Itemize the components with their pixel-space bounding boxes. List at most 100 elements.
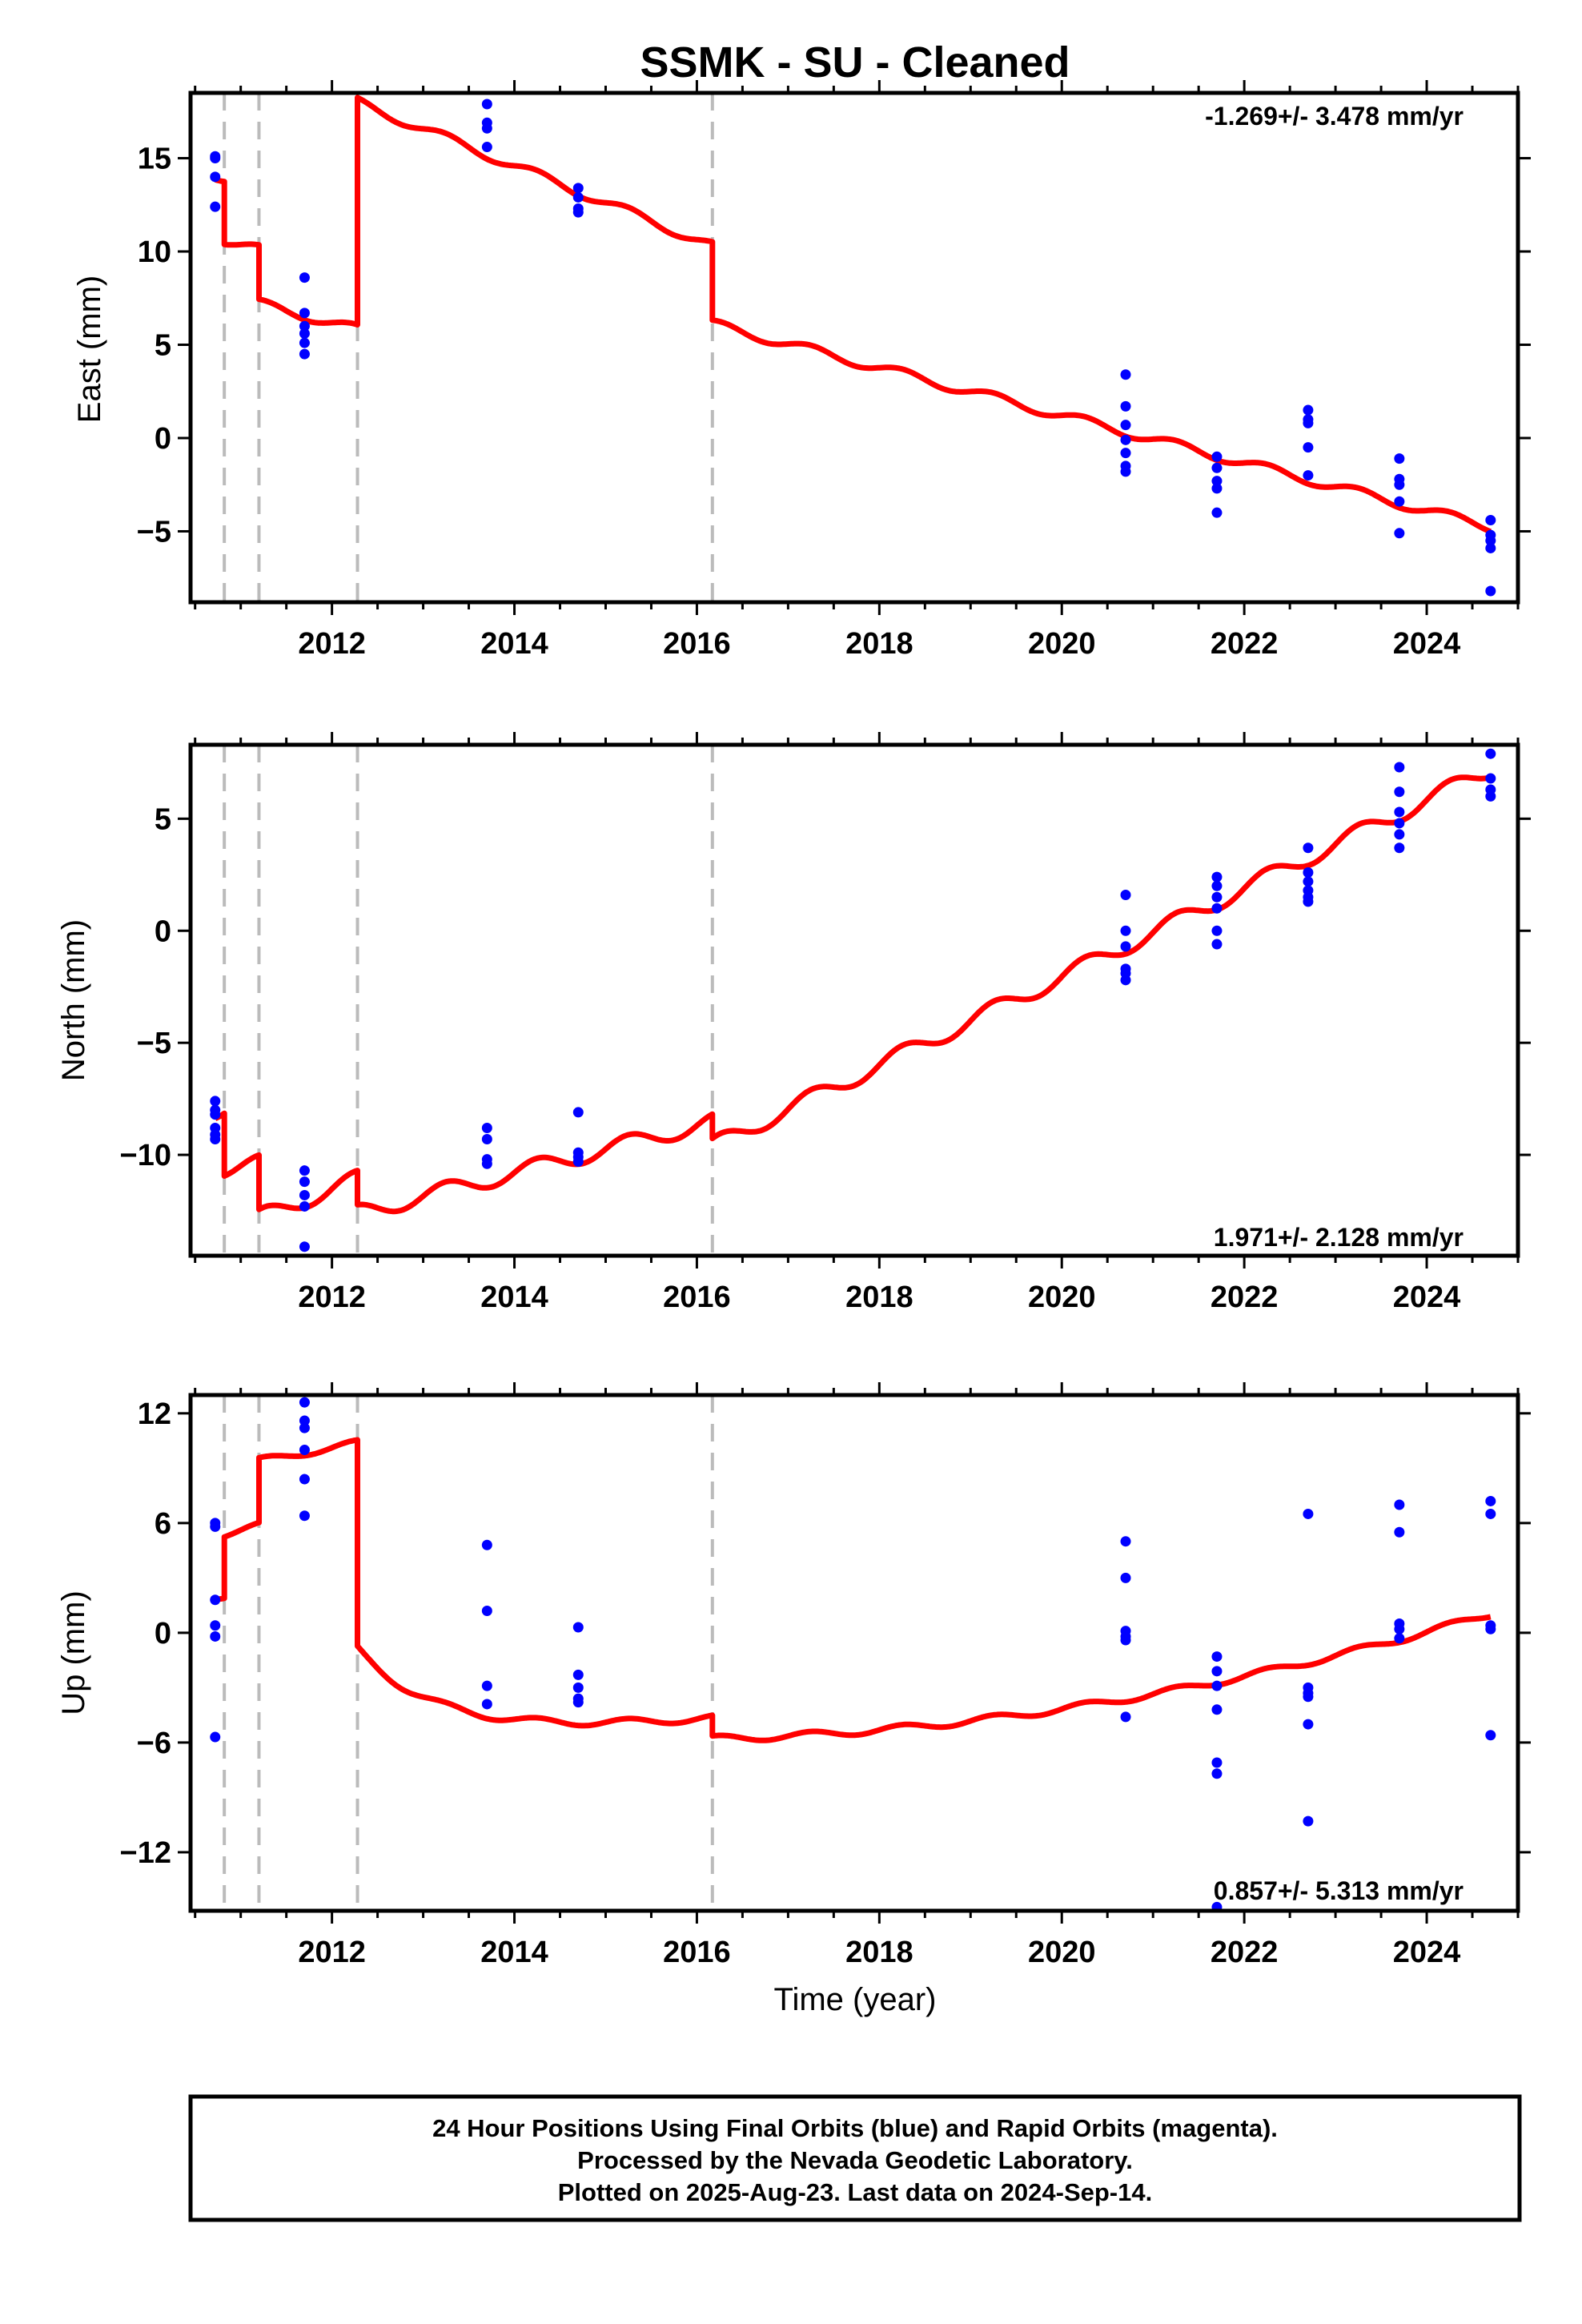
east-x-tick-label: 2018 <box>845 627 913 661</box>
north-data-point <box>1394 818 1405 829</box>
up-data-point <box>1120 1536 1131 1547</box>
up-y-tick-label: −6 <box>137 1727 171 1760</box>
up-data-point <box>1485 1508 1496 1519</box>
north-x-tick-label: 2020 <box>1028 1281 1096 1314</box>
up-data-point <box>210 1630 221 1642</box>
up-data-point <box>572 1697 584 1708</box>
up-x-tick-label: 2014 <box>480 1936 548 1969</box>
up-data-point <box>481 1605 492 1616</box>
north-data-point <box>1211 939 1223 950</box>
east-y-tick-label: 0 <box>155 422 171 456</box>
up-x-tick-label: 2024 <box>1393 1936 1461 1969</box>
chart-title: SSMK - SU - Cleaned <box>640 38 1070 86</box>
north-data-point <box>481 1158 492 1169</box>
north-data-point <box>1211 880 1223 891</box>
up-y-tick-label: −12 <box>120 1836 171 1870</box>
north-x-tick-label: 2012 <box>298 1281 366 1314</box>
up-x-tick-label: 2018 <box>845 1936 913 1969</box>
east-rate-label: -1.269+/- 3.478 mm/yr <box>1205 102 1464 131</box>
north-data-point <box>299 1165 310 1176</box>
up-data-point <box>210 1521 221 1532</box>
up-data-point <box>1485 1623 1496 1634</box>
north-data-point <box>1303 867 1314 878</box>
up-data-point <box>572 1622 584 1633</box>
east-data-point <box>299 320 310 332</box>
north-panel: North (mm) 1.971+/- 2.128 mm/yr 2012 2014… <box>56 732 1531 1314</box>
north-data-point <box>299 1200 310 1212</box>
up-panel: Up (mm) 0.857+/- 5.313 mm/yr 2012 2014 201… <box>56 1382 1531 1969</box>
north-data-point <box>1120 941 1131 952</box>
east-data-point <box>210 171 221 183</box>
east-data-point <box>299 272 310 283</box>
north-data-point <box>1394 806 1405 818</box>
north-data-point <box>1120 925 1131 936</box>
up-data-point <box>481 1680 492 1691</box>
east-y-tick-label: 15 <box>138 143 171 176</box>
north-data-point <box>1394 829 1405 840</box>
east-data-point <box>1211 476 1223 487</box>
up-data-point <box>210 1731 221 1743</box>
north-data-point <box>481 1123 492 1133</box>
east-x-tick-label: 2014 <box>480 627 548 661</box>
east-data-point <box>1120 434 1131 445</box>
east-data-point <box>572 191 584 203</box>
up-data-point <box>299 1397 310 1408</box>
east-data-point <box>1120 448 1131 459</box>
up-data-point <box>481 1699 492 1710</box>
east-data-point <box>481 123 492 134</box>
up-model-line <box>213 1437 1492 1743</box>
east-data-point <box>1485 514 1496 525</box>
up-data-point <box>299 1422 310 1433</box>
north-x-tick-label: 2016 <box>663 1281 731 1314</box>
east-data-point <box>1120 420 1131 431</box>
up-data-point <box>299 1445 310 1456</box>
north-data-point <box>1211 925 1223 936</box>
east-y-tick-label: 10 <box>138 235 171 269</box>
east-data-point <box>1120 369 1131 380</box>
footer-line-1: 24 Hour Positions Using Final Orbits (bl… <box>432 2114 1278 2142</box>
up-x-tick-label: 2020 <box>1028 1936 1096 1969</box>
east-data-point <box>299 348 310 360</box>
up-data-point <box>481 1539 492 1550</box>
east-data-point <box>1394 453 1405 464</box>
east-data-point <box>481 99 492 110</box>
up-data-point <box>1303 1508 1314 1519</box>
up-y-tick-label: 0 <box>155 1617 171 1651</box>
footer-frame <box>188 2094 1522 2222</box>
north-data-point <box>481 1133 492 1144</box>
east-data-point <box>481 142 492 153</box>
north-data-point <box>1394 842 1405 854</box>
north-x-tick-label: 2022 <box>1211 1281 1279 1314</box>
north-data-point <box>210 1109 221 1120</box>
north-data-point <box>1120 975 1131 986</box>
north-data-point <box>1485 748 1496 759</box>
east-data-point <box>1485 585 1496 597</box>
east-y-tick-label: −5 <box>137 515 171 549</box>
north-data-point <box>299 1176 310 1188</box>
x-axis-label: Time (year) <box>774 1982 937 2017</box>
north-data-point <box>572 1107 584 1118</box>
east-data-point <box>1485 535 1496 546</box>
up-data-point <box>1394 1623 1405 1634</box>
north-data-point <box>1211 903 1223 914</box>
north-data-point <box>299 1189 310 1200</box>
up-x-tick-label: 2022 <box>1211 1936 1279 1969</box>
footer-box: 24 Hour Positions Using Final Orbits (bl… <box>188 2094 1522 2222</box>
north-data-point <box>1120 889 1131 900</box>
up-data-point <box>1303 1691 1314 1703</box>
east-x-tick-label: 2016 <box>663 627 731 661</box>
east-data-point <box>572 183 584 194</box>
up-data-point <box>1120 1711 1131 1723</box>
up-y-tick-label: 12 <box>138 1397 171 1431</box>
up-data-point <box>1120 1634 1131 1646</box>
east-data-point <box>1485 542 1496 553</box>
up-x-tick-label: 2012 <box>298 1936 366 1969</box>
up-data-point <box>210 1620 221 1631</box>
north-y-tick-label: −5 <box>137 1027 171 1060</box>
north-x-tick-label: 2014 <box>480 1281 548 1314</box>
up-data-point <box>1394 1526 1405 1538</box>
north-data-point <box>1394 762 1405 773</box>
east-data-point <box>210 153 221 164</box>
up-data-point <box>1120 1572 1131 1583</box>
east-data-point <box>1303 442 1314 453</box>
